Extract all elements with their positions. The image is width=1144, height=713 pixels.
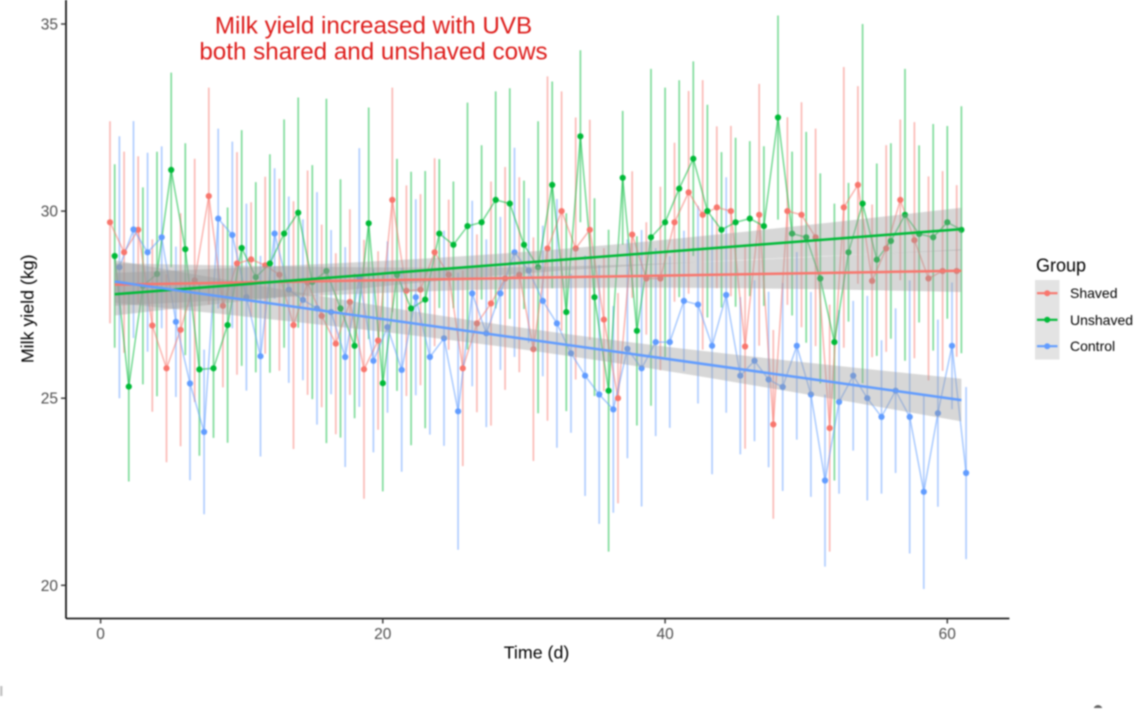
svg-text:0: 0: [96, 626, 105, 643]
svg-text:Milk yield (kg): Milk yield (kg): [18, 254, 38, 363]
svg-text:Unshaved: Unshaved: [1070, 312, 1133, 328]
svg-text:40: 40: [656, 626, 674, 643]
svg-text:Time (d): Time (d): [504, 643, 570, 663]
svg-text:20: 20: [41, 578, 59, 595]
svg-text:20: 20: [374, 626, 392, 643]
svg-text:25: 25: [41, 391, 58, 408]
svg-text:30: 30: [41, 204, 59, 221]
svg-text:Control: Control: [1070, 338, 1115, 354]
svg-text:Milk yield increased with UVB: Milk yield increased with UVB: [215, 12, 532, 39]
svg-text:Group: Group: [1036, 256, 1086, 276]
svg-text:Shaved: Shaved: [1070, 285, 1117, 301]
svg-text:both shared and unshaved cows: both shared and unshaved cows: [199, 39, 547, 66]
svg-text:60: 60: [939, 626, 957, 643]
svg-text:35: 35: [41, 17, 58, 34]
